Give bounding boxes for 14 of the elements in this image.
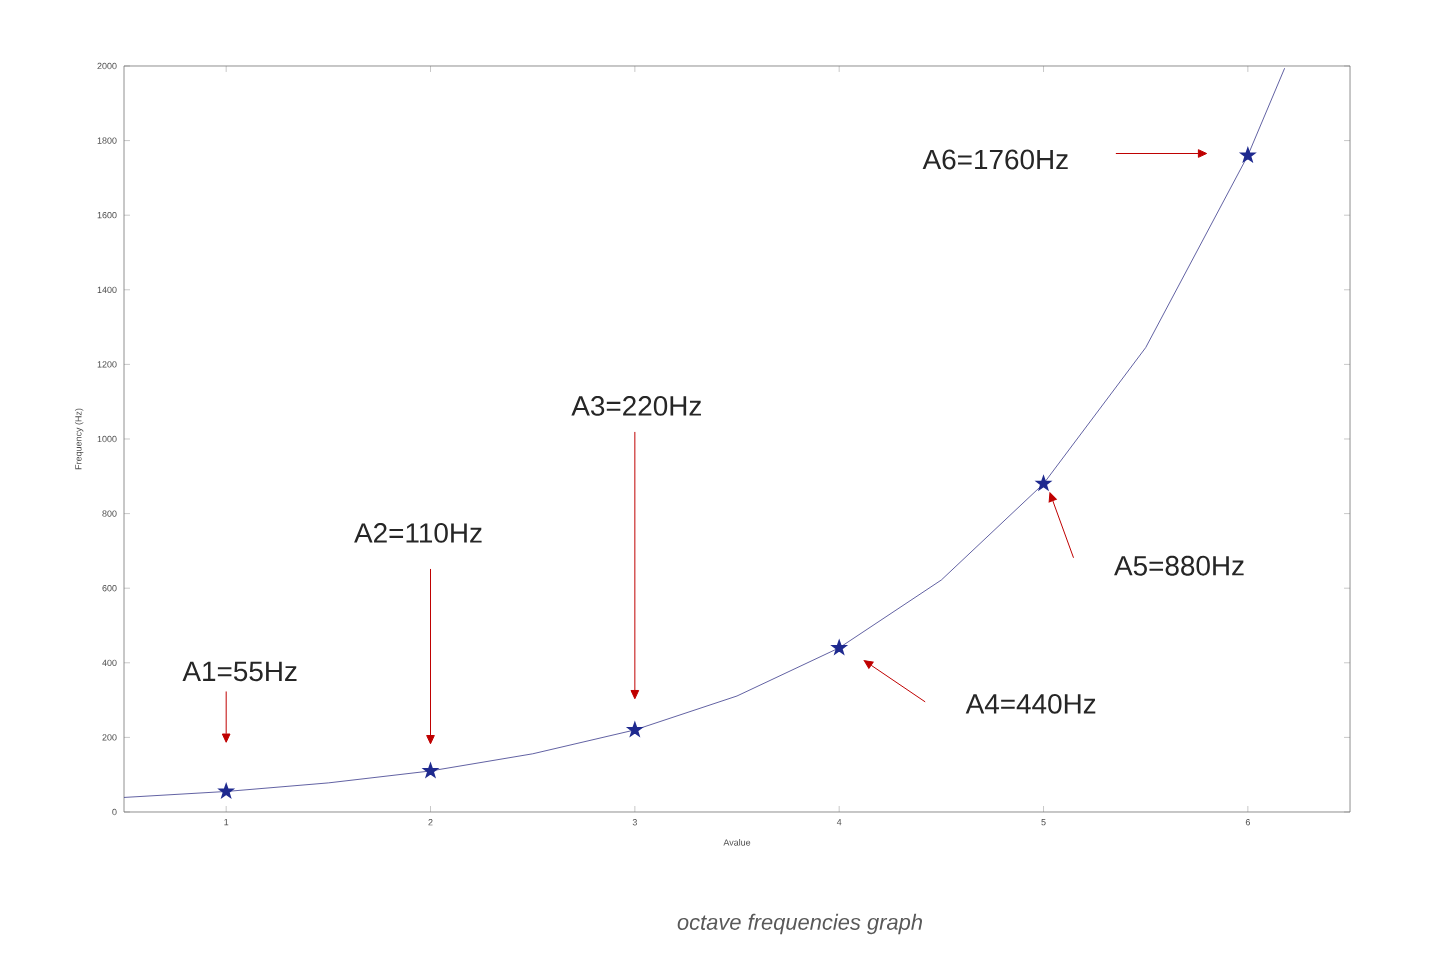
annotation: A6=1760Hz (922, 149, 1068, 170)
point (1240, 148, 1255, 162)
point (219, 784, 234, 798)
line-series (123, 67, 1286, 798)
annotation: A4=440Hz (965, 693, 1096, 714)
point (627, 722, 642, 737)
point (1036, 476, 1051, 490)
text: octave frequencies graph (677, 913, 923, 935)
point (832, 640, 847, 655)
annotation: A3=220Hz (571, 396, 701, 416)
annotation: A5=880Hz (1114, 555, 1244, 576)
point (423, 763, 438, 778)
annotation: A1=55Hz (182, 661, 297, 682)
annotation: A2=110Hz (354, 523, 482, 543)
